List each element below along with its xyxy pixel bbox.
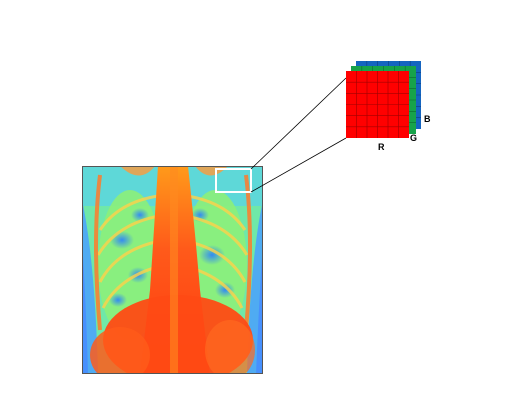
red-channel-label: R bbox=[378, 142, 385, 152]
highlight-box bbox=[215, 168, 252, 193]
blue-channel-label: B bbox=[424, 114, 431, 124]
xray-heatmap-image bbox=[82, 166, 263, 374]
green-channel-label: G bbox=[410, 133, 417, 143]
connector-line-top bbox=[250, 77, 347, 170]
red-channel-layer bbox=[346, 71, 409, 138]
rgb-channel-stack bbox=[346, 61, 421, 138]
connector-line-bottom bbox=[250, 137, 347, 193]
